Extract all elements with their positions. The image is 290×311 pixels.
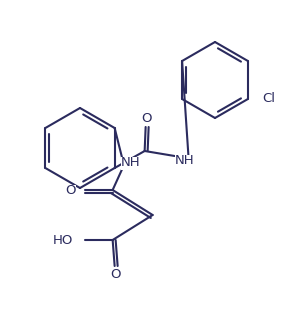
Text: O: O — [142, 112, 152, 124]
Text: NH: NH — [175, 155, 195, 168]
Text: O: O — [65, 184, 76, 197]
Text: Cl: Cl — [262, 92, 275, 105]
Text: HO: HO — [52, 234, 72, 247]
Text: O: O — [110, 268, 121, 281]
Text: NH: NH — [121, 156, 140, 169]
